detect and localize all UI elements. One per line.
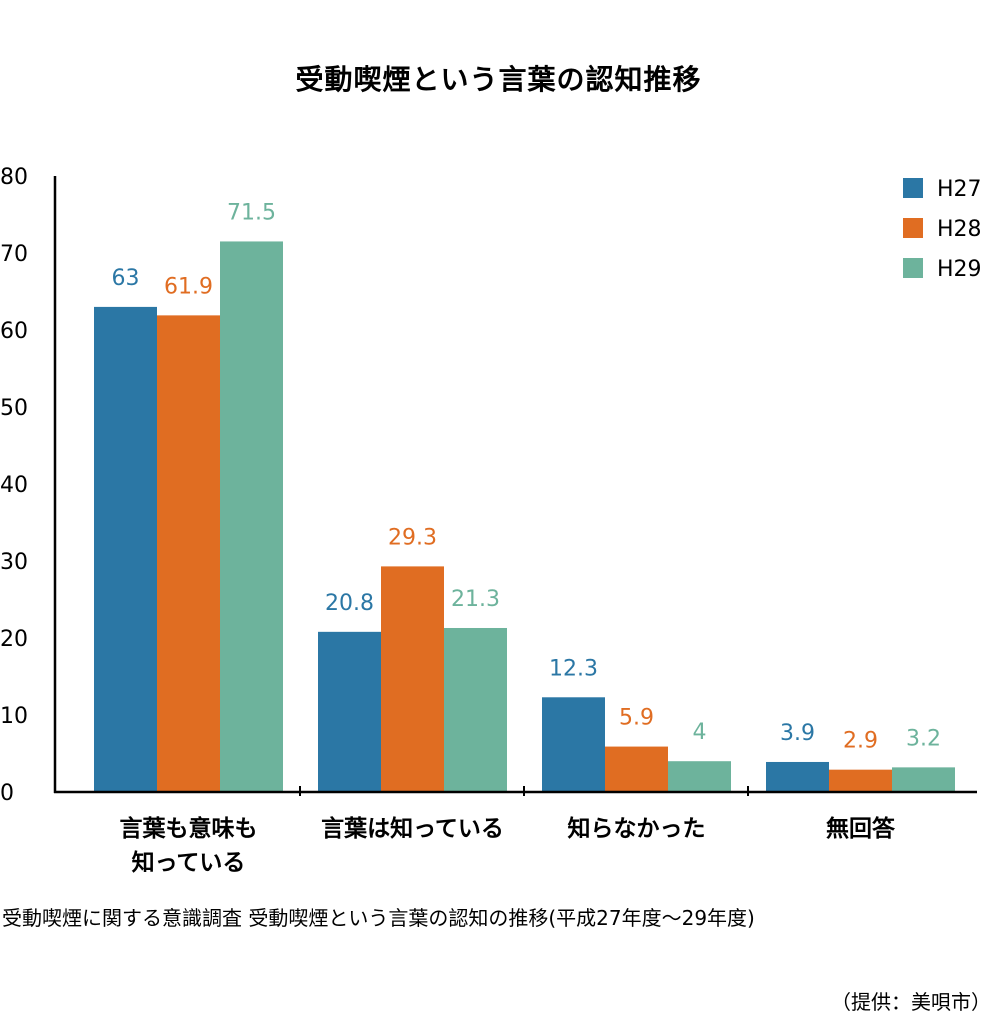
bar-h29-3 [668, 761, 731, 792]
bar-h29-2 [444, 627, 507, 792]
data-label: 61.9 [164, 274, 213, 299]
bar-h28-3 [605, 746, 668, 792]
bar-h27-4 [766, 761, 829, 792]
legend: H27 H28 H29 [903, 177, 982, 282]
y-tick-label: 10 [0, 704, 28, 729]
y-tick-label: 80 [0, 165, 28, 190]
y-tick-label: 60 [0, 319, 28, 344]
y-axis-ticks: 0 10 20 30 40 50 60 70 80 [0, 165, 28, 806]
data-label: 2.9 [843, 729, 878, 754]
bar-h28-1 [157, 315, 220, 792]
chart-title: 受動喫煙という言葉の認知推移 [295, 63, 702, 96]
legend-swatch-h27 [903, 178, 923, 198]
chart-credit: （提供：美唄市） [831, 990, 991, 1014]
y-tick-label: 0 [0, 781, 14, 806]
bars [94, 241, 955, 792]
data-label: 29.3 [388, 525, 437, 550]
data-label: 63 [112, 266, 140, 291]
data-label: 12.3 [549, 656, 598, 681]
category-label: 知っている [132, 849, 246, 876]
category-label: 言葉も意味も [120, 815, 258, 842]
legend-label-h29: H29 [937, 257, 982, 282]
bar-h27-3 [542, 697, 605, 792]
legend-label-h27: H27 [937, 177, 982, 202]
y-tick-label: 40 [0, 473, 28, 498]
data-label: 20.8 [325, 591, 374, 616]
bar-h27-1 [94, 306, 157, 792]
bar-h27-2 [318, 631, 381, 792]
category-label: 言葉は知っている [321, 815, 504, 842]
data-label: 5.9 [619, 706, 654, 731]
data-label: 71.5 [227, 200, 276, 225]
category-label: 無回答 [826, 815, 896, 842]
value-labels: 63 20.8 12.3 3.9 61.9 29.3 5.9 2.9 71.5 21.3 4 3.2 [112, 200, 942, 753]
bar-h28-2 [381, 566, 444, 792]
y-tick-label: 20 [0, 627, 28, 652]
data-label: 3.9 [780, 721, 815, 746]
y-tick-label: 30 [0, 550, 28, 575]
bar-h29-1 [220, 241, 283, 792]
bar-h28-4 [829, 769, 892, 792]
data-label: 21.3 [451, 587, 500, 612]
chart-caption: 受動喫煙に関する意識調査 受動喫煙という言葉の認知の推移(平成27年度〜29年度… [2, 906, 755, 930]
data-label: 4 [693, 720, 707, 745]
y-tick-label: 50 [0, 396, 28, 421]
legend-swatch-h28 [903, 218, 923, 238]
legend-label-h28: H28 [937, 217, 982, 242]
category-label: 知らなかった [568, 815, 706, 842]
bar-h29-4 [892, 767, 955, 792]
legend-swatch-h29 [903, 258, 923, 278]
data-label: 3.2 [906, 726, 941, 751]
x-axis-ticks [299, 786, 749, 796]
y-tick-label: 70 [0, 242, 28, 267]
